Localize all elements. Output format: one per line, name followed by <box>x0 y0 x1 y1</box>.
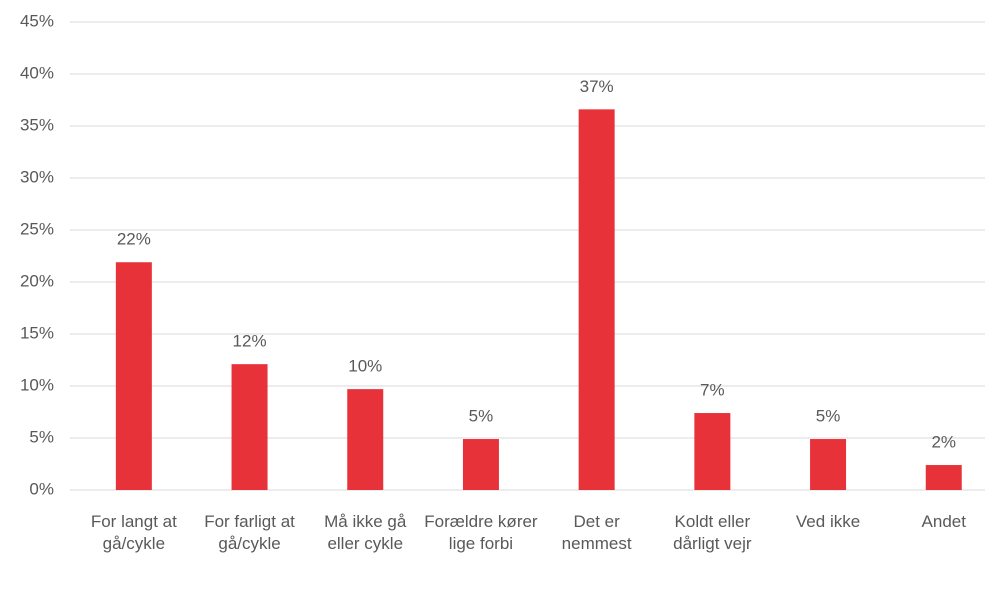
y-tick-label: 20% <box>20 271 54 290</box>
data-label: 22% <box>117 230 151 249</box>
x-tick-label: Må ikke gå eller cykle <box>324 512 407 553</box>
y-tick-label: 45% <box>20 11 54 30</box>
y-tick-label: 10% <box>20 375 54 394</box>
bar <box>810 439 847 490</box>
y-tick-label: 30% <box>20 167 54 186</box>
y-tick-label: 0% <box>29 479 54 498</box>
x-tick-label: Andet <box>921 512 966 531</box>
x-tick-label: Koldt eller dårligt vejr <box>673 512 752 553</box>
bar <box>115 262 152 490</box>
bar <box>578 109 615 491</box>
y-tick-label: 5% <box>29 427 54 446</box>
bar <box>347 389 384 490</box>
data-label: 10% <box>348 357 382 376</box>
x-tick-label: Forældre kører lige forbi <box>424 512 538 553</box>
y-tick-label: 25% <box>20 219 54 238</box>
x-tick-label: For farligt at gå/cykle <box>204 512 295 553</box>
data-label: 37% <box>580 77 614 96</box>
bar <box>231 364 268 490</box>
data-label: 2% <box>931 433 956 452</box>
bar <box>694 413 731 490</box>
x-tick-label: Ved ikke <box>795 512 861 531</box>
data-label: 5% <box>816 407 841 426</box>
y-tick-label: 15% <box>20 323 54 342</box>
y-tick-label: 35% <box>20 115 54 134</box>
data-label: 12% <box>233 332 267 351</box>
x-tick-label: For langt at gå/cykle <box>90 512 177 553</box>
data-label: 5% <box>469 407 494 426</box>
bar <box>925 465 962 490</box>
x-tick-label: Det er nemmest <box>561 512 632 553</box>
bar <box>462 439 499 490</box>
y-tick-label: 40% <box>20 63 54 82</box>
data-label: 7% <box>700 381 725 400</box>
